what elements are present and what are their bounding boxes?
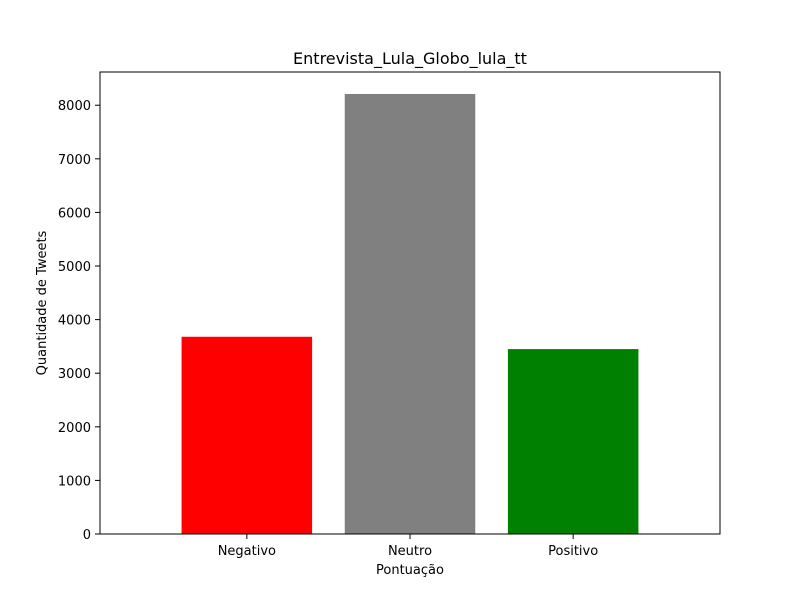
bar-positivo xyxy=(507,349,639,534)
x-axis-label: Pontuação xyxy=(376,563,444,578)
chart-title: Entrevista_Lula_Globo_lula_tt xyxy=(293,49,527,69)
y-tick-label-6000: 6000 xyxy=(58,206,91,221)
x-tick-label-positivo: Positivo xyxy=(548,544,598,559)
y-tick-label-2000: 2000 xyxy=(58,421,91,436)
y-axis-ticks: 0 1000 2000 3000 4000 5000 6000 7000 8000 xyxy=(58,99,100,543)
y-tick-label-0: 0 xyxy=(83,528,91,543)
y-tick-label-5000: 5000 xyxy=(58,260,91,275)
y-tick-label-3000: 3000 xyxy=(58,367,91,382)
y-tick-label-4000: 4000 xyxy=(58,314,91,329)
y-tick-label-8000: 8000 xyxy=(58,99,91,114)
bar-neutro xyxy=(344,93,476,534)
y-tick-label-7000: 7000 xyxy=(58,153,91,168)
x-tick-label-neutro: Neutro xyxy=(388,544,432,559)
y-tick-label-1000: 1000 xyxy=(58,474,91,489)
bar-negativo xyxy=(181,336,313,534)
y-axis-label: Quantidade de Tweets xyxy=(35,230,50,375)
x-axis-ticks: Negativo Neutro Positivo xyxy=(218,534,598,559)
bars-group xyxy=(181,93,639,534)
x-tick-label-negativo: Negativo xyxy=(218,544,276,559)
plot-area-frame xyxy=(99,71,721,535)
